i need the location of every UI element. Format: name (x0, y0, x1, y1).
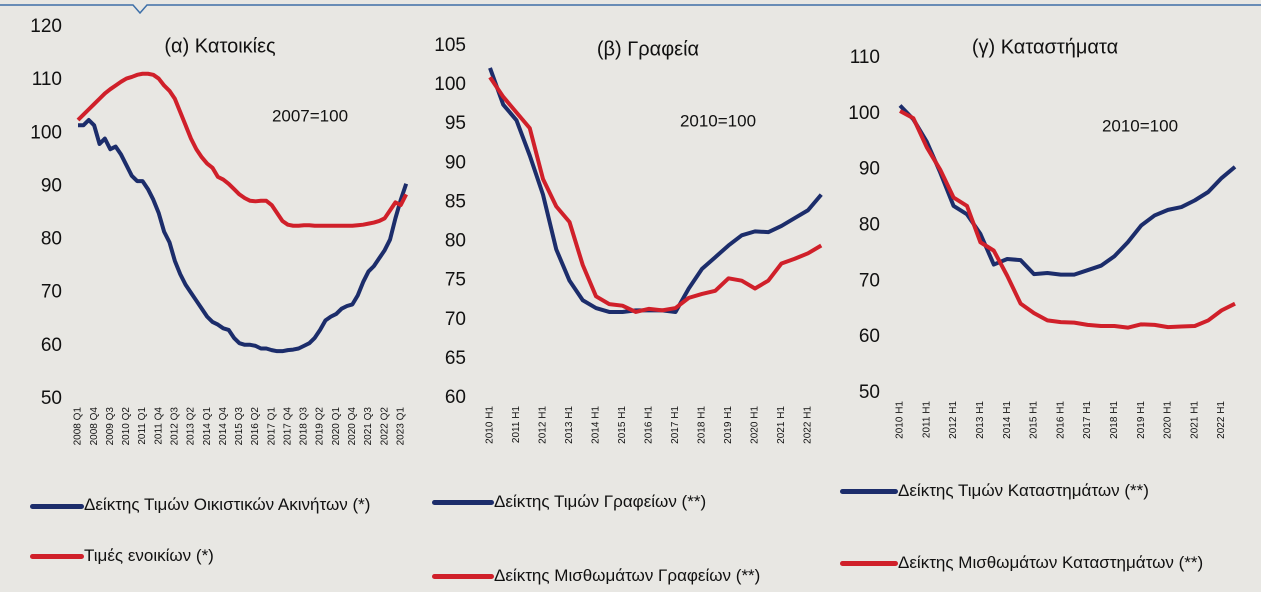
y-tick-label: 50 (41, 388, 62, 409)
y-tick-label: 100 (848, 103, 880, 124)
x-tick-label: 2011 H1 (511, 406, 522, 444)
x-tick-label: 2013 H1 (975, 401, 986, 439)
legend-label: Δείκτης Τιμών Καταστημάτων (**) (898, 481, 1149, 500)
legend-swatch (840, 489, 898, 494)
x-tick-label: 2020 Q4 (347, 407, 358, 446)
x-tick-label: 2019 H1 (1136, 401, 1147, 439)
x-tick-label: 2008 Q4 (89, 407, 100, 446)
top-rule (0, 4, 1261, 15)
x-tick-label: 2022 H1 (803, 406, 814, 444)
x-tick-label: 2013 H1 (564, 406, 575, 444)
x-tick-label: 2018 H1 (697, 406, 708, 444)
x-tick-label: 2010 Q2 (121, 407, 132, 446)
y-tick-label: 60 (445, 387, 466, 408)
x-tick-label: 2014 H1 (591, 406, 602, 444)
x-tick-label: 2022 Q2 (379, 407, 390, 446)
x-tick-label: 2017 Q1 (266, 407, 277, 446)
x-tick-label: 2019 Q2 (315, 407, 326, 446)
series-line (898, 104, 1237, 277)
y-tick-label: 85 (445, 191, 466, 212)
y-tick-label: 80 (41, 229, 62, 250)
x-tick-label: 2018 Q3 (299, 407, 310, 446)
x-tick-label: 2012 H1 (948, 401, 959, 439)
x-tick-label: 2009 Q3 (105, 407, 116, 446)
y-tick-label: 50 (859, 382, 880, 403)
legend-swatch (30, 504, 84, 509)
x-tick-label: 2016 Q2 (250, 407, 261, 446)
legend-label: Δείκτης Τιμών Γραφείων (**) (494, 492, 707, 511)
legend-label: Δείκτης Μισθωμάτων Καταστημάτων (**) (898, 553, 1204, 572)
x-tick-label: 2016 H1 (644, 406, 655, 444)
legend-swatch (432, 574, 494, 579)
x-tick-label: 2017 Q4 (282, 407, 293, 446)
y-tick-label: 90 (445, 152, 466, 173)
y-tick-label: 70 (445, 309, 466, 330)
legend-swatch (432, 500, 494, 505)
x-tick-label: 2020 H1 (1163, 401, 1174, 439)
y-tick-label: 120 (30, 16, 62, 37)
x-tick-label: 2022 H1 (1216, 401, 1227, 439)
x-tick-label: 2016 H1 (1055, 401, 1066, 439)
y-tick-label: 90 (859, 159, 880, 180)
annotation: 2007=100 (272, 106, 348, 125)
y-tick-label: 100 (30, 122, 62, 143)
y-tick-label: 110 (32, 69, 62, 90)
series-line (78, 118, 409, 354)
y-tick-label: 70 (859, 270, 880, 291)
x-tick-label: 2018 H1 (1109, 401, 1120, 439)
panel-title: (α) Κατοικίες (164, 35, 276, 57)
y-tick-label: 70 (41, 282, 62, 303)
legend-label: Τιμές ενοικίων (*) (84, 546, 214, 565)
x-tick-label: 2014 H1 (1002, 401, 1013, 439)
y-tick-label: 90 (41, 175, 62, 196)
annotation: 2010=100 (1102, 116, 1178, 135)
x-tick-label: 2021 Q3 (363, 407, 374, 446)
x-tick-label: 2010 H1 (485, 406, 496, 444)
x-tick-label: 2011 H1 (921, 401, 932, 439)
legend-label: Δείκτης Τιμών Οικιστικών Ακινήτων (*) (84, 495, 371, 514)
x-tick-label: 2014 Q4 (218, 407, 229, 446)
annotation: 2010=100 (680, 111, 756, 130)
x-tick-label: 2017 H1 (670, 406, 681, 444)
x-tick-label: 2021 H1 (1189, 401, 1200, 439)
x-tick-label: 2014 Q1 (202, 407, 213, 446)
y-tick-label: 110 (850, 47, 880, 68)
panel-title: (β) Γραφεία (597, 38, 699, 60)
x-tick-label: 2008 Q1 (73, 407, 84, 446)
series-line (899, 109, 1236, 330)
y-tick-label: 105 (434, 35, 466, 56)
x-tick-label: 2015 Q3 (234, 407, 245, 446)
panel-title: (γ) Καταστήματα (972, 36, 1118, 58)
x-tick-label: 2013 Q2 (186, 407, 197, 446)
x-tick-label: 2021 H1 (776, 406, 787, 444)
x-tick-label: 2010 H1 (895, 401, 906, 439)
legend-swatch (30, 554, 84, 559)
y-tick-label: 80 (445, 231, 466, 252)
y-tick-label: 100 (434, 74, 466, 95)
x-tick-label: 2015 H1 (1029, 401, 1040, 439)
x-tick-label: 2020 H1 (750, 406, 761, 444)
y-tick-label: 75 (445, 270, 466, 291)
y-tick-label: 65 (445, 348, 466, 369)
y-tick-label: 60 (859, 326, 880, 347)
legend-label: Δείκτης Μισθωμάτων Γραφείων (**) (494, 566, 761, 585)
series-line (76, 71, 408, 228)
x-tick-label: 2019 H1 (723, 406, 734, 444)
y-tick-label: 80 (859, 215, 880, 236)
x-tick-label: 2011 Q1 (137, 407, 148, 445)
x-tick-label: 2023 Q1 (395, 407, 406, 446)
x-tick-label: 2015 H1 (617, 406, 628, 444)
legend-swatch (840, 561, 898, 566)
series-line (488, 76, 823, 314)
x-tick-label: 2011 Q4 (153, 407, 164, 445)
y-tick-label: 95 (445, 113, 466, 134)
x-tick-label: 2012 Q3 (169, 407, 180, 446)
y-tick-label: 60 (41, 335, 62, 356)
x-tick-label: 2017 H1 (1082, 401, 1093, 439)
x-tick-label: 2020 Q1 (331, 407, 342, 446)
x-tick-label: 2012 H1 (538, 406, 549, 444)
